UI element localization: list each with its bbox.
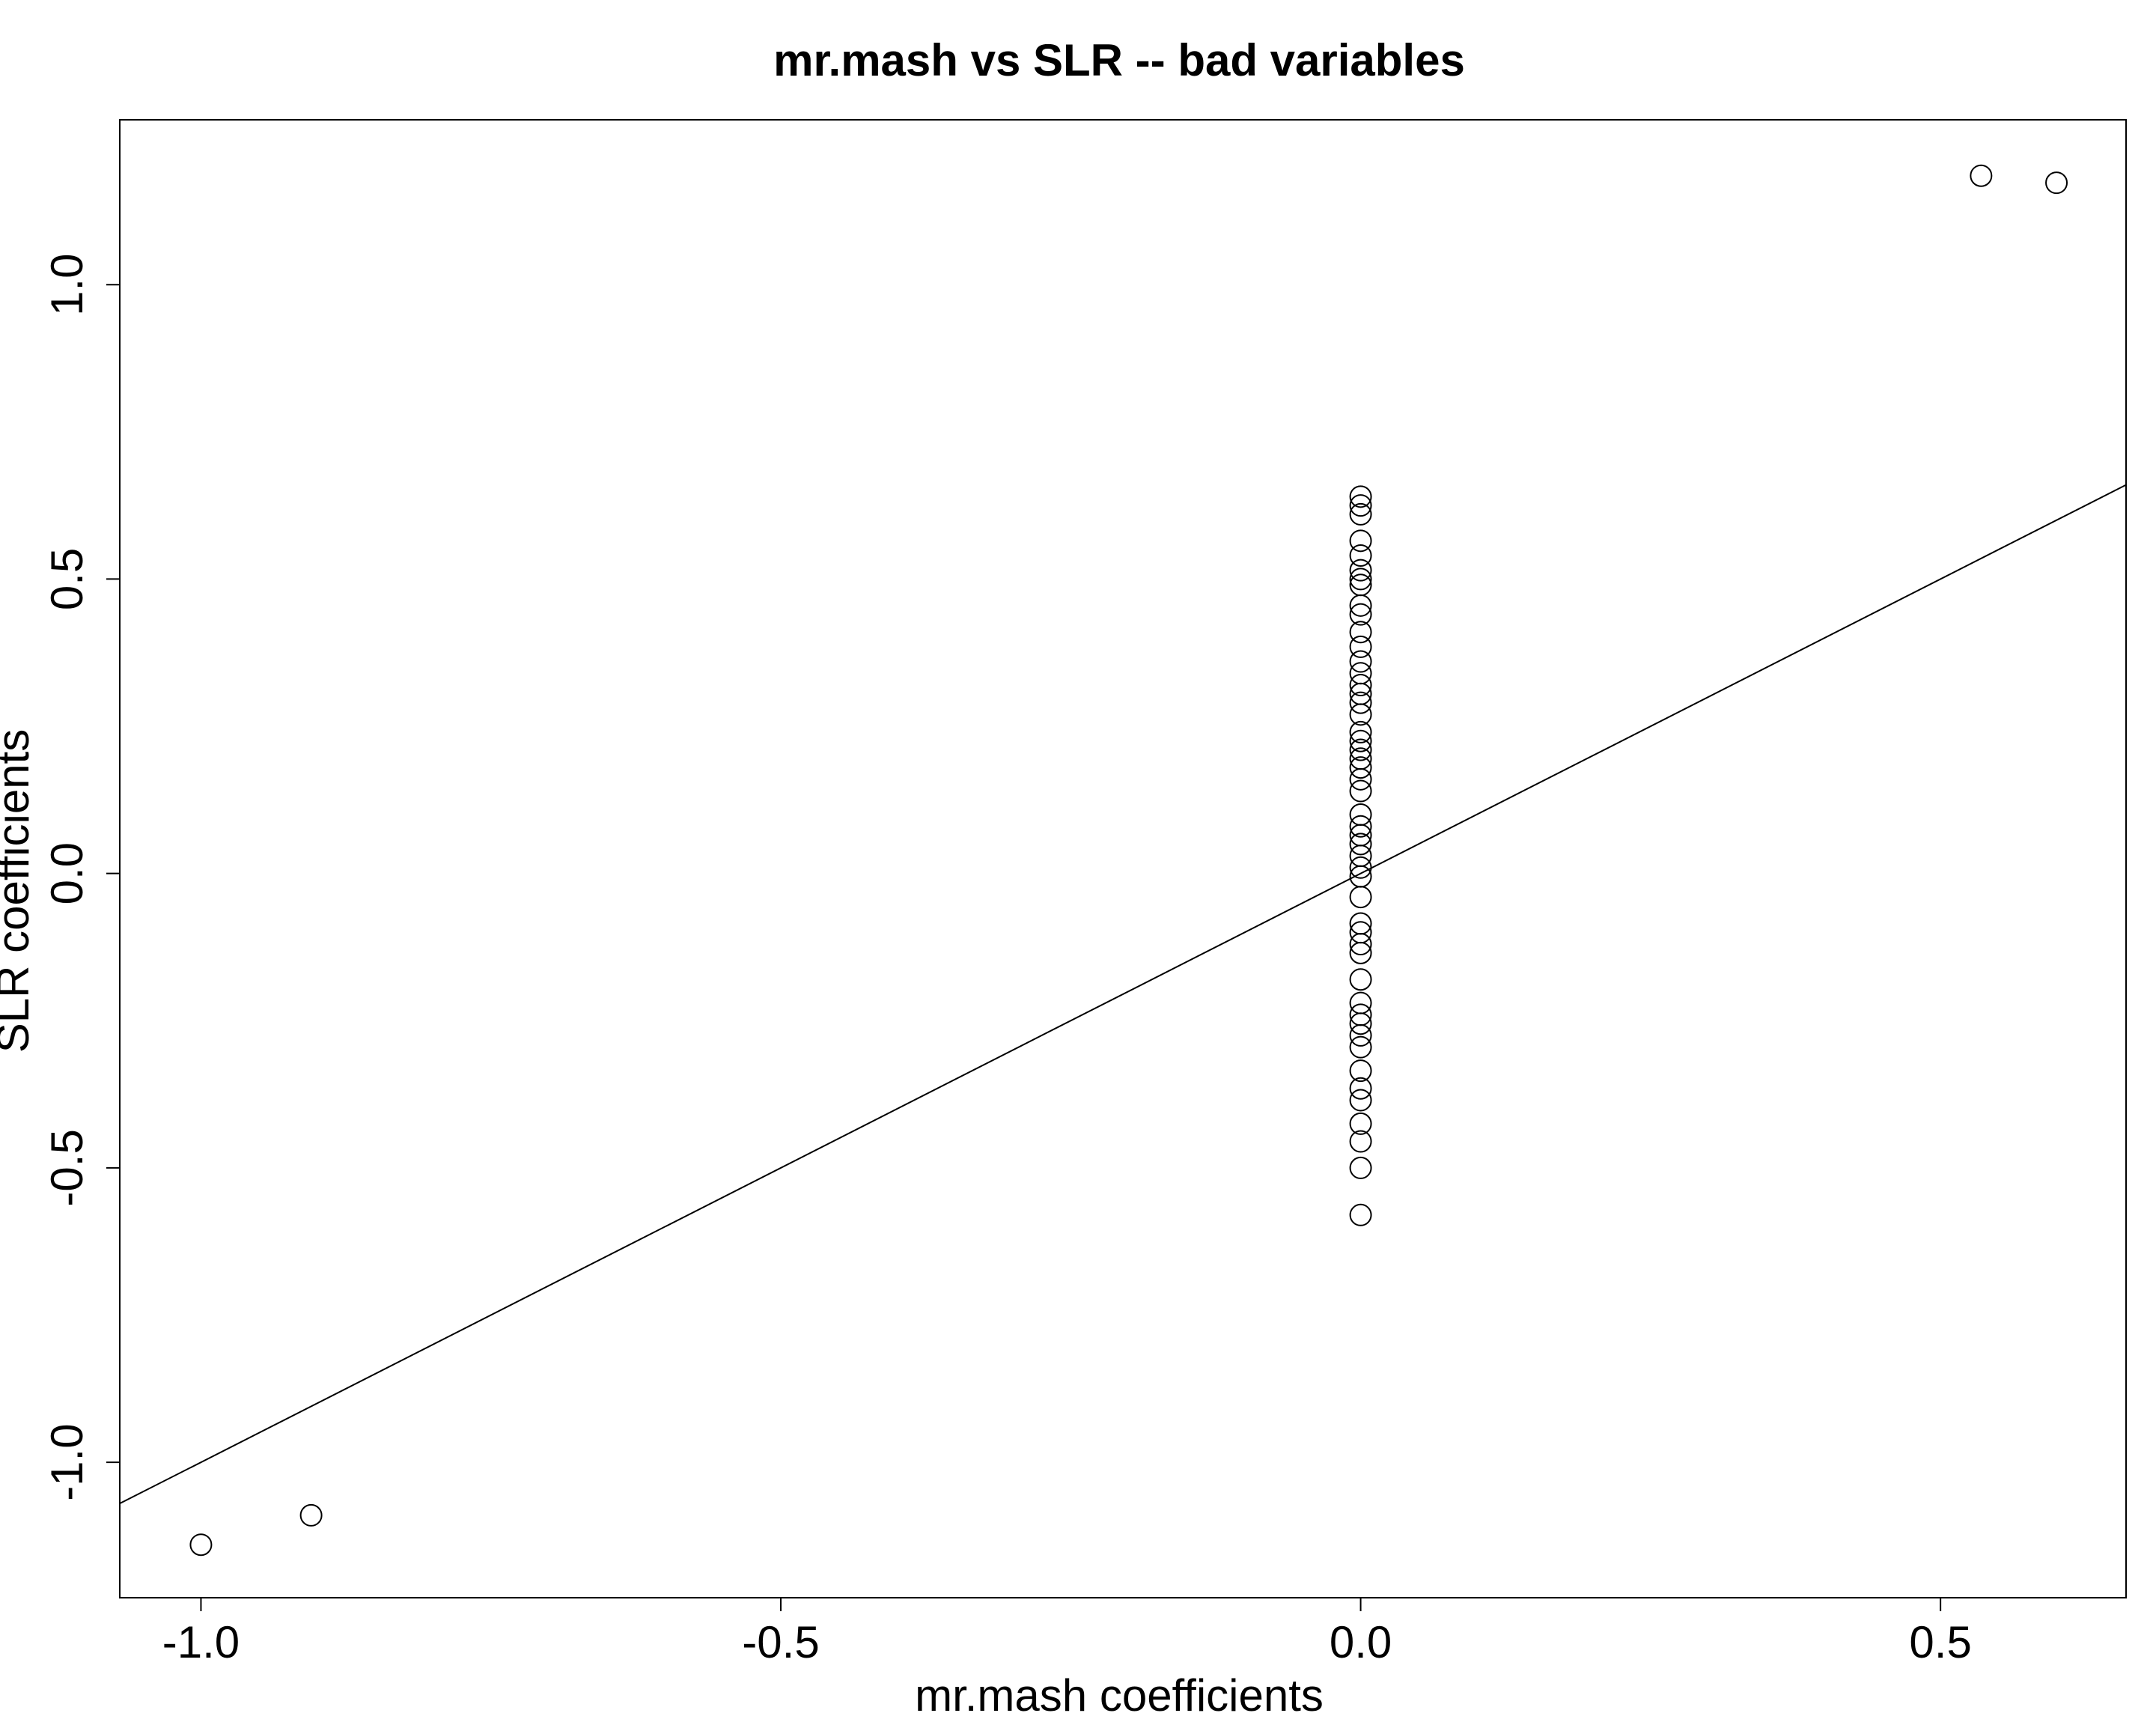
data-point	[1349, 1012, 1372, 1035]
data-point	[1349, 767, 1372, 791]
data-point	[1349, 691, 1372, 714]
data-point	[1349, 1023, 1372, 1047]
data-point	[1349, 815, 1372, 838]
y-tick-label: 0.5	[42, 548, 92, 610]
x-axis: -1.0 -0.5 0.0 0.5	[162, 1598, 1972, 1667]
data-point	[1349, 1059, 1372, 1083]
x-tick-label: 0.0	[1330, 1617, 1392, 1667]
data-point	[1349, 968, 1372, 991]
data-point	[1349, 886, 1372, 909]
data-point	[1349, 621, 1372, 644]
plot-area	[119, 119, 2127, 1598]
y-tick-label: -0.5	[42, 1129, 92, 1206]
data-point	[1349, 1089, 1372, 1112]
data-point	[1349, 933, 1372, 956]
data-point	[1349, 635, 1372, 658]
reference-line	[120, 484, 2126, 1505]
data-point	[1349, 603, 1372, 626]
data-point	[1349, 1035, 1372, 1059]
y-tick-label: -1.0	[42, 1423, 92, 1500]
chart-title: mr.mash vs SLR -- bad variables	[773, 35, 1465, 85]
data-point	[189, 1533, 213, 1557]
x-axis-label: mr.mash coefficients	[915, 1670, 1324, 1721]
y-axis: -1.0 -0.5 0.0 0.5 1.0	[42, 253, 120, 1501]
y-axis-label: SLR coefficients	[0, 729, 38, 1053]
data-point	[1349, 729, 1372, 752]
data-point	[1349, 738, 1372, 761]
data-point	[1349, 568, 1372, 591]
data-point	[1349, 703, 1372, 726]
data-point	[1349, 1203, 1372, 1226]
data-point	[1349, 529, 1372, 553]
data-point	[1349, 720, 1372, 743]
data-point	[1349, 1077, 1372, 1100]
y-tick-label: 0.0	[42, 842, 92, 904]
data-point	[1970, 164, 1993, 187]
data-point	[1349, 941, 1372, 964]
plot-frame	[119, 119, 2127, 1598]
data-point	[1349, 856, 1372, 879]
data-point	[1349, 779, 1372, 803]
data-point	[1349, 1156, 1372, 1179]
data-point	[1349, 502, 1372, 526]
data-point	[1349, 544, 1372, 567]
x-tick-label: 0.5	[1909, 1617, 1971, 1667]
data-point	[1349, 485, 1372, 508]
data-point	[1349, 1112, 1372, 1135]
data-point	[1349, 494, 1372, 517]
data-point	[1349, 1130, 1372, 1153]
data-point	[1349, 594, 1372, 617]
data-point	[2045, 171, 2068, 195]
y-tick-label: 1.0	[42, 253, 92, 315]
data-point	[299, 1503, 323, 1527]
data-point	[1349, 559, 1372, 582]
data-point	[1349, 650, 1372, 673]
data-point	[1349, 673, 1372, 696]
data-point	[1349, 756, 1372, 779]
data-point	[1349, 833, 1372, 856]
x-tick-label: -0.5	[742, 1617, 819, 1667]
x-tick-label: -1.0	[162, 1617, 240, 1667]
